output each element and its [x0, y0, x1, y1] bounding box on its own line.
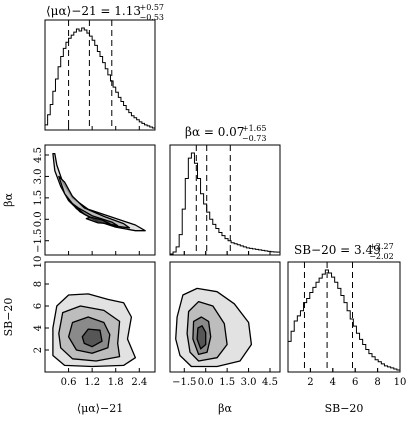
title-plus-mu: +0.57 — [140, 3, 165, 12]
xtick-label-sb-3: 8 — [374, 377, 380, 388]
title-beta: βα = 0.07+1.65−0.73 — [185, 124, 266, 143]
ytick-label-sb-3: 8 — [33, 281, 44, 287]
xtick-label-beta-2: 1.5 — [219, 377, 235, 388]
histogram-mu — [44, 27, 156, 130]
xtick-label-mu-0: 0.6 — [61, 377, 77, 388]
xtick-label-mu-3: 2.4 — [131, 377, 147, 388]
xtick-label-beta-0: −1.5 — [172, 377, 196, 388]
title-minus-sb: −2.02 — [369, 252, 394, 261]
xlabel-sb: SB−20 — [325, 402, 364, 415]
ylabel-beta: βα — [2, 193, 15, 207]
ytick-label-beta-2: 1.5 — [33, 190, 44, 206]
panel-frame-mu-beta — [44, 144, 156, 256]
contour-mu-beta-3 — [85, 216, 111, 225]
xtick-label-sb-1: 4 — [330, 377, 336, 388]
title-plus-beta: +1.65 — [242, 124, 267, 133]
density-mu-beta — [52, 152, 146, 232]
xlabel-mu: ⟨μα⟩−21 — [77, 402, 123, 415]
xtick-label-beta-4: 4.5 — [262, 377, 278, 388]
xtick-label-mu-1: 1.2 — [84, 377, 100, 388]
title-main-beta: βα = 0.07 — [185, 125, 244, 139]
contour-mu-sb-3 — [81, 328, 103, 348]
hist-frame-sb — [287, 261, 401, 373]
title-sb: SB−20 = 3.49+2.27−2.02 — [294, 242, 394, 261]
histogram-beta — [169, 152, 281, 255]
panel-frame-mu-sb — [44, 261, 156, 373]
ytick-label-beta-1: 0.0 — [33, 211, 44, 227]
contour-beta-sb-3 — [196, 325, 207, 350]
hist-frame-beta — [169, 144, 281, 256]
title-main-mu: ⟨μα⟩−21 = 1.13 — [46, 4, 141, 18]
ytick-label-beta-0: −1.5 — [33, 229, 44, 253]
xtick-label-mu-2: 1.8 — [108, 377, 124, 388]
ytick-label-sb-0: 2 — [33, 347, 44, 353]
hist-frame-mu — [44, 19, 156, 131]
title-plus-sb: +2.27 — [369, 242, 394, 251]
xtick-label-beta-1: 0.0 — [198, 377, 214, 388]
ytick-label-sb-4: 10 — [33, 256, 44, 269]
xtick-label-sb-2: 6 — [352, 377, 358, 388]
ytick-label-sb-1: 4 — [33, 325, 44, 331]
title-minus-mu: −0.53 — [140, 13, 165, 22]
density-beta-sb — [175, 287, 253, 368]
panel-frame-beta-sb — [169, 261, 281, 373]
ytick-label-beta-3: 3.0 — [33, 168, 44, 184]
density-mu-sb — [52, 293, 137, 368]
title-main-sb: SB−20 = 3.49 — [294, 243, 381, 257]
xtick-label-beta-3: 3.0 — [241, 377, 257, 388]
xtick-label-sb-4: 10 — [394, 377, 407, 388]
histogram-sb — [287, 269, 401, 372]
title-minus-beta: −0.73 — [242, 134, 267, 143]
ylabel-sb: SB−20 — [2, 298, 15, 337]
ytick-label-sb-2: 6 — [33, 303, 44, 309]
title-mu: ⟨μα⟩−21 = 1.13+0.57−0.53 — [46, 3, 164, 22]
contour-mu-beta-2 — [71, 202, 119, 227]
ytick-label-beta-4: 4.5 — [33, 147, 44, 163]
xtick-label-sb-0: 2 — [307, 377, 313, 388]
xlabel-beta: βα — [218, 402, 232, 415]
